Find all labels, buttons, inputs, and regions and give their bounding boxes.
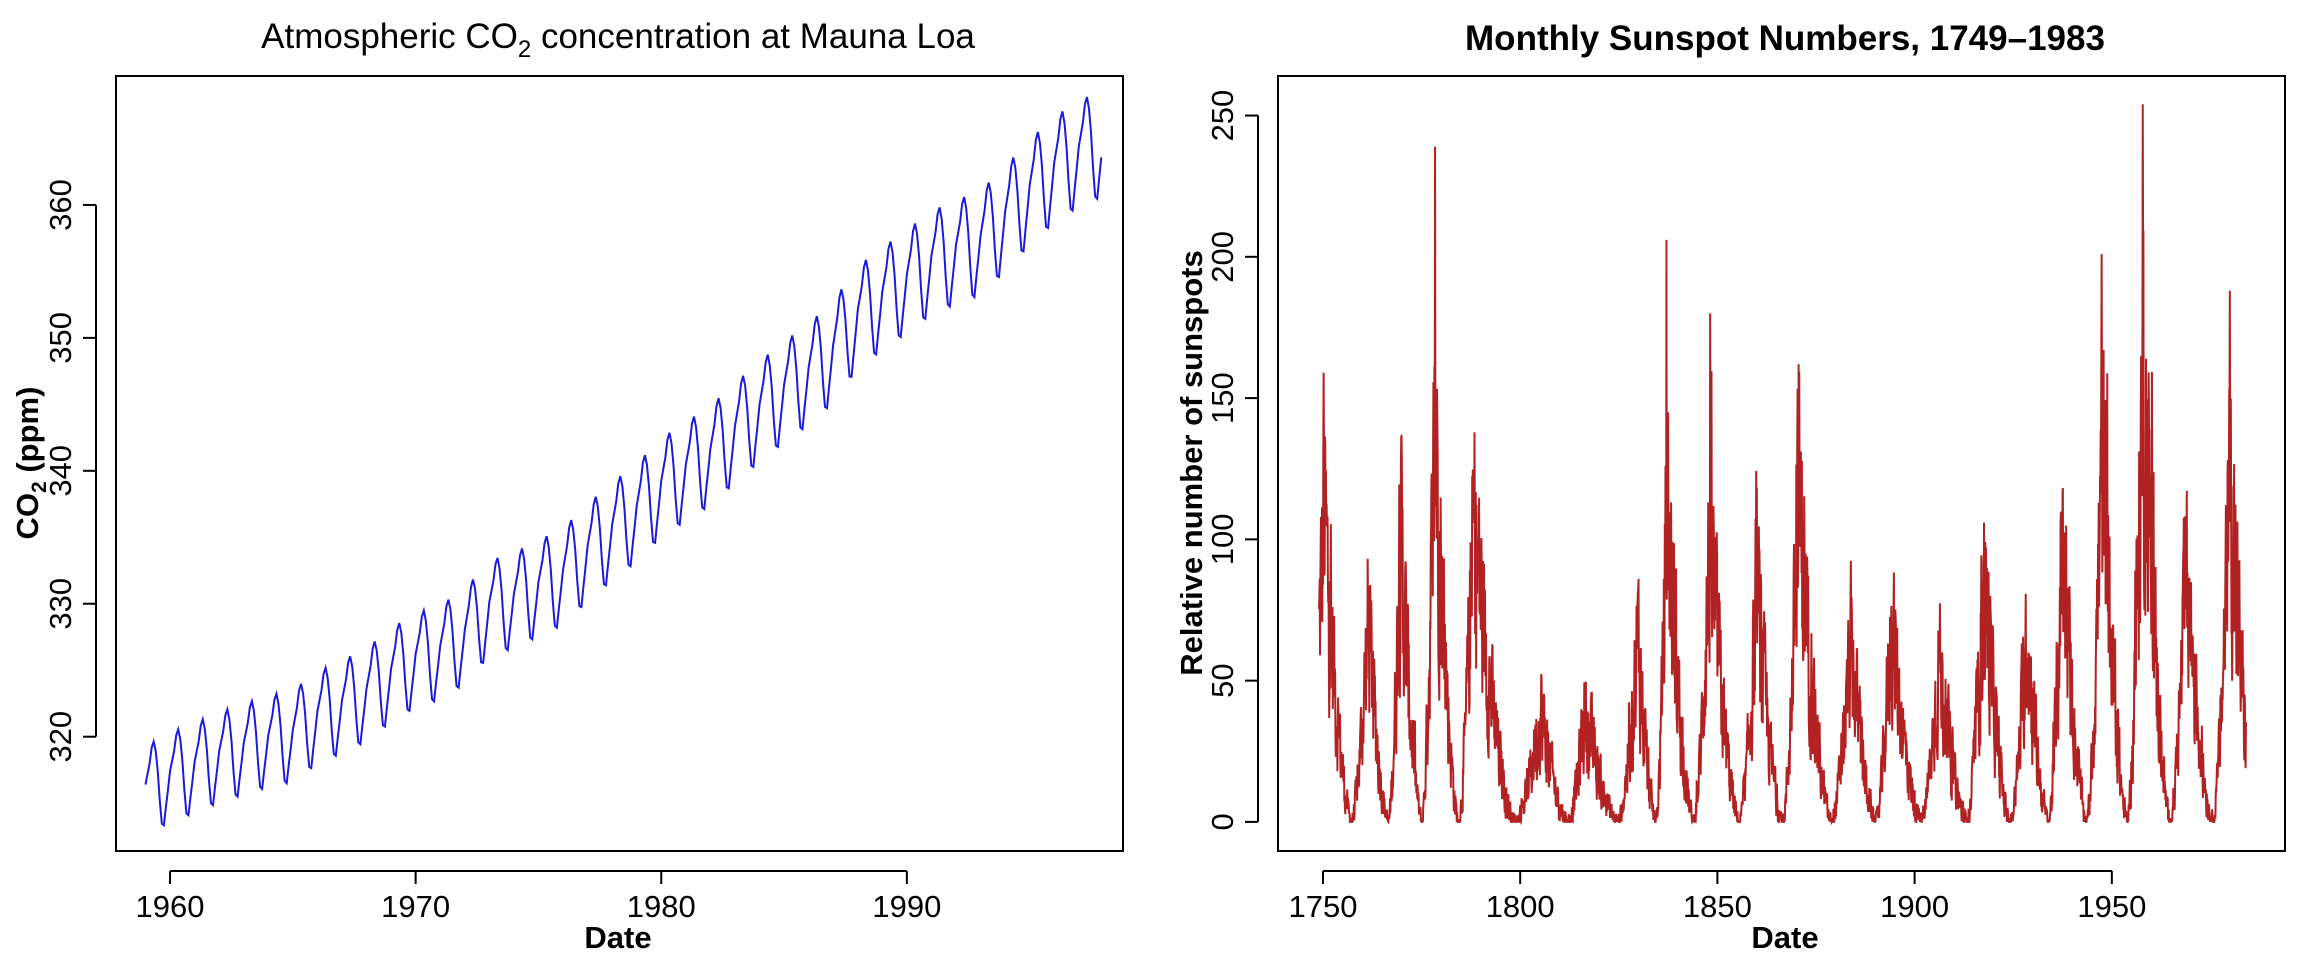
sunspot-x-tick-label: 1950 (2077, 889, 2146, 924)
sunspot-y-tick-label: 200 (1205, 231, 1240, 283)
co2-y-axis: 320 330 340 350 360 (43, 179, 97, 763)
co2-series-line (144, 96, 1103, 828)
sunspot-plot-frame (1277, 75, 2286, 852)
sunspot-y-tick-label: 150 (1205, 372, 1240, 424)
co2-y-tick-label: 340 (43, 445, 78, 497)
co2-line (144, 96, 1103, 828)
sunspot-y-axis: 0 50 100 150 200 250 (1205, 90, 1259, 831)
sunspot-y-tick-label: 0 (1205, 813, 1240, 830)
sunspot-x-axis: 1750 1800 1850 1900 1950 (1288, 870, 2146, 924)
co2-y-tick-label: 350 (43, 312, 78, 364)
sunspot-x-tick-label: 1850 (1683, 889, 1752, 924)
co2-x-tick-label: 1990 (872, 889, 941, 924)
co2-x-axis-label: Date (584, 920, 651, 955)
sunspot-y-tick-label: 100 (1205, 513, 1240, 565)
co2-x-tick-label: 1980 (627, 889, 696, 924)
co2-y-tick-label: 360 (43, 179, 78, 231)
co2-y-axis-label: CO2 (ppm) (10, 387, 51, 540)
sunspot-line (1318, 104, 2247, 826)
sunspot-x-tick-label: 1800 (1486, 889, 1555, 924)
sunspot-x-axis-label: Date (1751, 920, 1818, 955)
sunspot-y-tick-label: 250 (1205, 90, 1240, 142)
sunspot-panel: Monthly Sunspot Numbers, 1749–1983 1750 1… (1174, 19, 2286, 955)
co2-chart-title: Atmospheric CO2 concentration at Mauna L… (261, 17, 975, 63)
co2-x-tick-label: 1970 (381, 889, 450, 924)
sunspot-chart-title: Monthly Sunspot Numbers, 1749–1983 (1465, 19, 2105, 58)
sunspot-x-tick-label: 1750 (1288, 889, 1357, 924)
co2-x-axis: 1960 1970 1980 1990 (136, 870, 941, 924)
sunspot-x-tick-label: 1900 (1880, 889, 1949, 924)
co2-plot-frame (115, 75, 1124, 852)
co2-y-tick-label: 330 (43, 578, 78, 630)
sunspot-y-tick-label: 50 (1205, 663, 1240, 697)
co2-x-tick-label: 1960 (136, 889, 205, 924)
co2-panel: Atmospheric CO2 concentration at Mauna L… (10, 17, 1124, 955)
co2-y-tick-label: 320 (43, 711, 78, 763)
sunspot-series-line (1318, 104, 2247, 826)
sunspot-y-axis-label: Relative number of sunspots (1174, 250, 1209, 675)
